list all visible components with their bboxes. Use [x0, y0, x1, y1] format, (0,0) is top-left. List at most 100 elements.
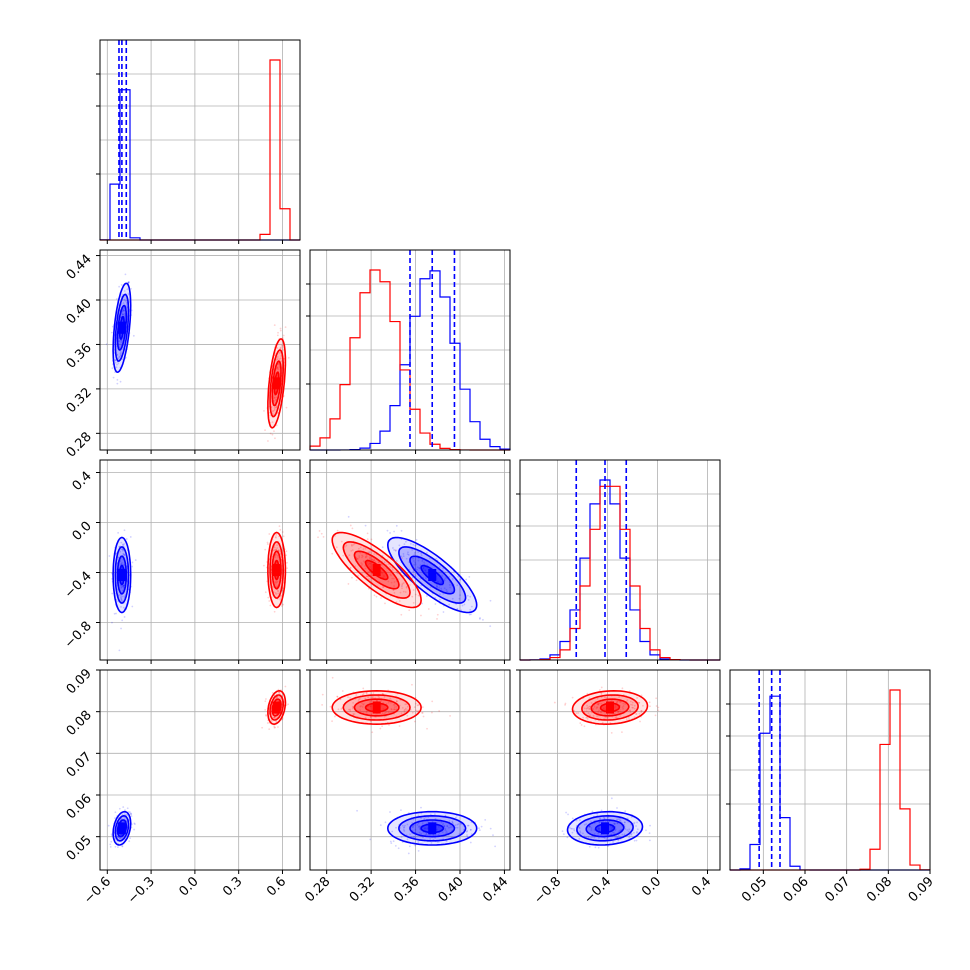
scatter-point	[470, 613, 472, 616]
scatter-point	[402, 555, 405, 558]
scatter-point	[362, 560, 365, 563]
scatter-point	[426, 595, 428, 597]
scatter-point	[275, 424, 278, 427]
y-tick-label: 0.09	[64, 666, 95, 697]
scatter-point	[273, 716, 276, 719]
scatter-point	[645, 829, 647, 832]
scatter-point	[456, 608, 459, 610]
scatter-point	[424, 569, 426, 572]
scatter-point	[384, 821, 387, 824]
scatter-point	[440, 581, 443, 584]
scatter-point	[122, 552, 125, 555]
scatter-point	[400, 613, 403, 616]
scatter-point	[621, 833, 624, 836]
scatter-point	[109, 843, 112, 846]
scatter-point	[427, 608, 430, 610]
scatter-point	[590, 820, 592, 823]
scatter-point	[405, 540, 407, 543]
scatter-point	[565, 811, 568, 814]
scatter-point	[582, 832, 584, 835]
panel-2-2	[306, 249, 511, 454]
scatter-point	[412, 570, 415, 573]
scatter-point	[337, 708, 340, 711]
scatter-point	[575, 712, 578, 715]
scatter-point	[478, 618, 481, 620]
scatter-point	[412, 557, 414, 560]
scatter-point	[280, 605, 283, 607]
scatter-point	[597, 832, 600, 835]
scatter-point	[654, 714, 657, 717]
scatter-point	[401, 569, 403, 572]
scatter-point	[280, 595, 283, 598]
scatter-point	[373, 559, 376, 562]
scatter-point	[381, 725, 383, 728]
y-tick-label: 0.28	[64, 430, 95, 461]
scatter-point	[599, 818, 602, 820]
scatter-point	[127, 281, 130, 284]
scatter-point	[599, 689, 601, 691]
x-tick-label: 0.40	[436, 874, 467, 905]
scatter-point	[122, 584, 125, 587]
scatter-point	[423, 827, 426, 830]
density-peak	[272, 701, 281, 714]
scatter-point	[276, 699, 279, 702]
scatter-point	[393, 706, 396, 709]
scatter-point	[286, 561, 288, 564]
scatter-point	[392, 547, 394, 549]
scatter-point	[130, 812, 133, 815]
scatter-point	[364, 524, 367, 527]
scatter-point	[393, 591, 396, 594]
scatter-point	[111, 325, 114, 328]
scatter-point	[373, 559, 376, 561]
scatter-point	[398, 600, 401, 602]
scatter-point	[406, 553, 409, 556]
scatter-point	[119, 593, 122, 596]
scatter-point	[436, 586, 438, 589]
scatter-point	[403, 826, 406, 828]
scatter-point	[416, 823, 419, 826]
scatter-point	[407, 553, 410, 556]
scatter-point	[276, 334, 279, 337]
panel-1-1	[96, 39, 301, 244]
scatter-point	[365, 555, 368, 558]
scatter-point	[624, 828, 627, 830]
scatter-point	[369, 701, 371, 703]
scatter-point	[276, 580, 279, 583]
scatter-point	[347, 583, 350, 585]
scatter-point	[123, 529, 126, 532]
panel-frame	[309, 669, 511, 871]
scatter-point	[633, 821, 636, 824]
scatter-point	[413, 706, 416, 709]
scatter-point	[583, 725, 586, 728]
scatter-point	[115, 366, 118, 369]
scatter-point	[405, 703, 408, 705]
scatter-point	[404, 707, 407, 710]
scatter-point	[405, 586, 408, 589]
scatter-point	[401, 706, 404, 709]
scatter-point	[128, 281, 130, 283]
scatter-point	[270, 720, 273, 723]
y-tick-label: 0.40	[64, 296, 95, 327]
scatter-point	[108, 555, 111, 557]
scatter-point	[364, 555, 367, 558]
scatter-point	[360, 705, 362, 707]
scatter-point	[438, 710, 441, 712]
scatter-point	[390, 842, 393, 845]
scatter-point	[632, 822, 635, 825]
scatter-point	[382, 708, 385, 710]
scatter-point	[420, 552, 423, 555]
scatter-point	[594, 846, 597, 849]
scatter-point	[391, 577, 394, 580]
density-peak	[601, 822, 609, 835]
scatter-point	[371, 559, 374, 561]
scatter-point	[397, 578, 400, 581]
scatter-point	[553, 701, 556, 704]
scatter-point	[416, 568, 418, 571]
scatter-point	[422, 567, 425, 570]
scatter-point	[590, 836, 593, 839]
scatter-point	[598, 829, 601, 832]
scatter-point	[349, 708, 352, 711]
scatter-point	[365, 575, 368, 578]
scatter-point	[380, 564, 383, 566]
scatter-point	[383, 561, 386, 564]
